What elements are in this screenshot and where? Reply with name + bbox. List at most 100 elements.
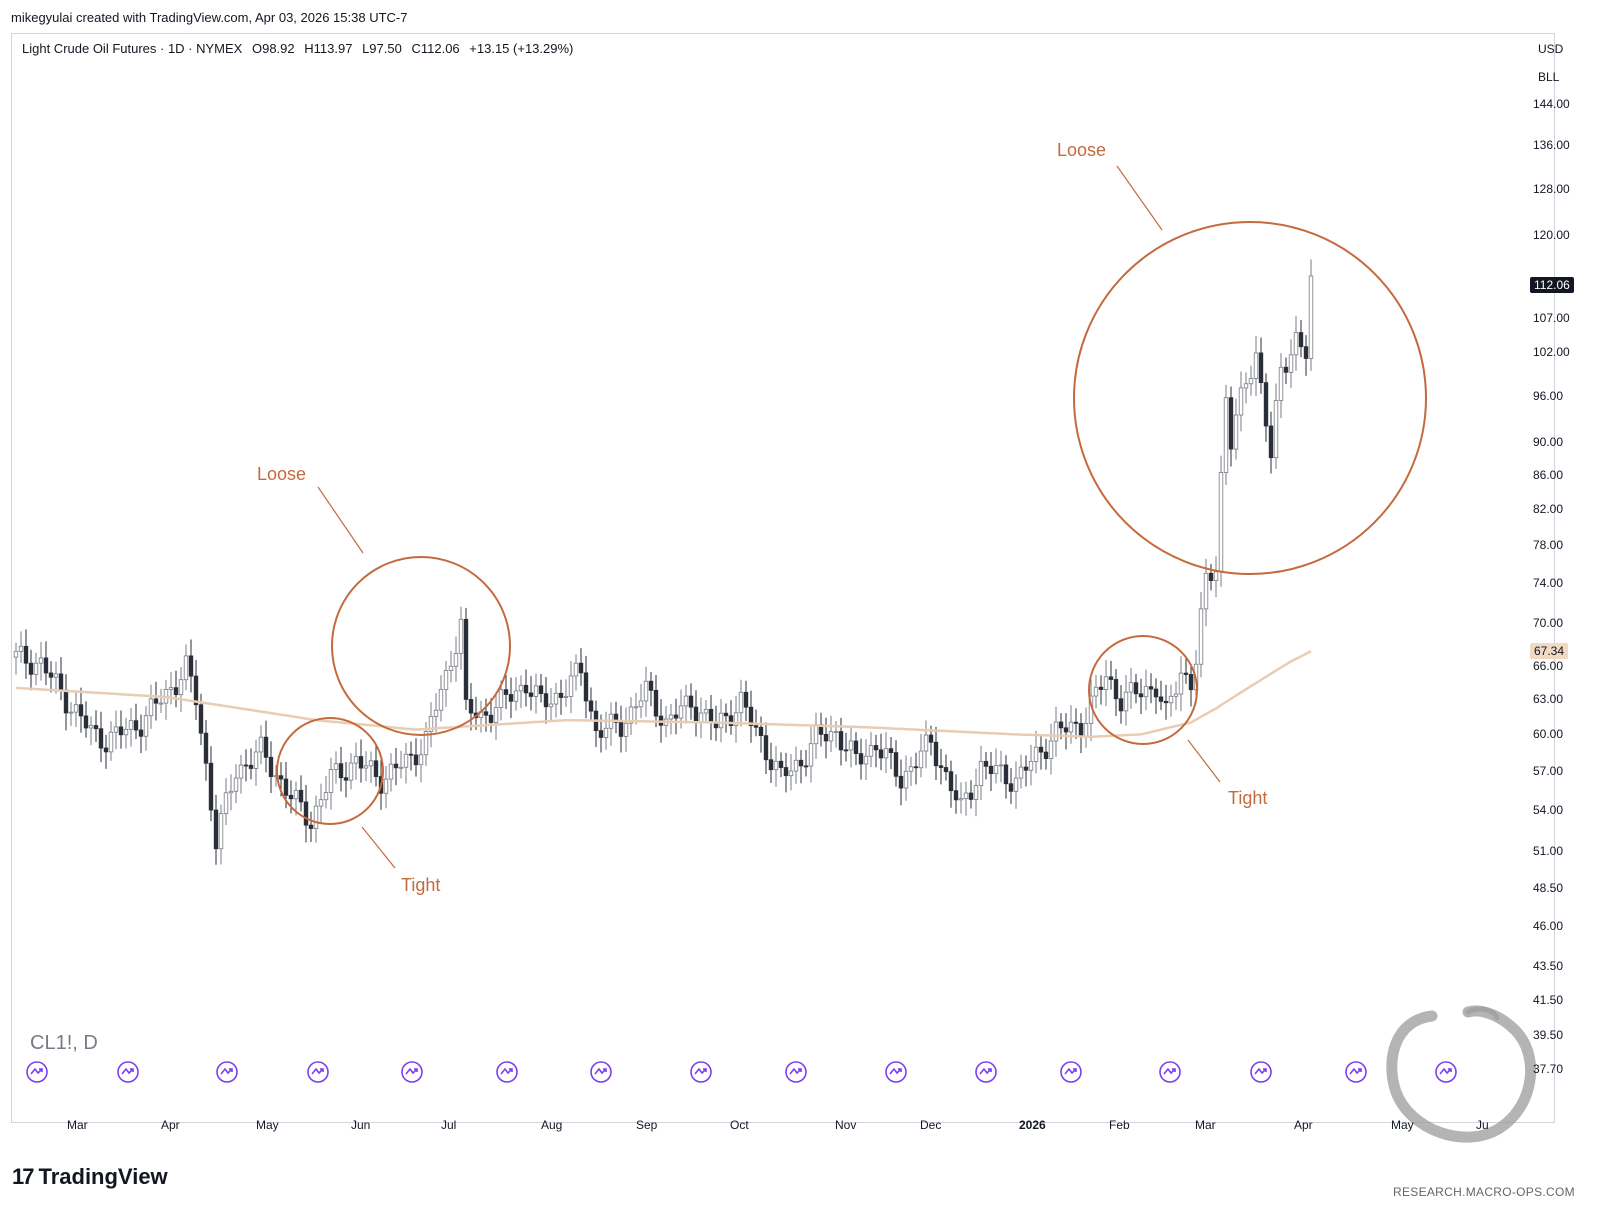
- candle-body: [848, 740, 854, 751]
- candle-body: [1283, 366, 1289, 373]
- events-arrow-icon: [26, 1061, 48, 1083]
- candle-body: [133, 720, 139, 731]
- annotation-tight-1-circle: [276, 717, 384, 825]
- candle-body: [893, 752, 899, 777]
- candle-body: [613, 713, 619, 723]
- candle-body: [408, 753, 414, 756]
- y-tick-label: 37.70: [1533, 1062, 1564, 1076]
- candle-body: [823, 733, 829, 742]
- candle-body: [188, 655, 194, 677]
- candle-body: [1303, 346, 1309, 359]
- x-tick-label: 2026: [1019, 1118, 1046, 1132]
- y-tick-label: 60.00: [1533, 727, 1564, 742]
- candle-body: [623, 722, 629, 737]
- candle-body: [313, 805, 319, 829]
- candle-body: [248, 764, 254, 769]
- candle-body: [233, 777, 239, 792]
- candle-body: [223, 792, 229, 815]
- candle-body: [878, 749, 884, 759]
- candle-body: [1288, 354, 1294, 373]
- candle-body: [103, 747, 109, 753]
- candle-body: [798, 759, 804, 767]
- candle-body: [18, 645, 24, 652]
- unit-label[interactable]: BLL: [1538, 70, 1560, 84]
- candle-body: [533, 685, 539, 697]
- x-tick-label: Apr: [161, 1118, 180, 1132]
- x-tick-label: Apr: [1294, 1118, 1313, 1132]
- candle-body: [733, 712, 739, 727]
- candle-body: [688, 695, 694, 708]
- candle-body: [458, 618, 464, 654]
- candle-body: [468, 699, 474, 714]
- candle-body: [898, 775, 904, 789]
- candle-body: [843, 749, 849, 752]
- candle-body: [1103, 676, 1109, 690]
- candle-body: [1258, 352, 1264, 384]
- x-tick-label: May: [1391, 1118, 1414, 1132]
- tradingview-logo[interactable]: 17 TradingView: [12, 1164, 168, 1190]
- candle-body: [333, 763, 339, 770]
- candle-body: [1028, 761, 1034, 771]
- moving-average-line: [15, 650, 1312, 739]
- annotation-loose-1-pointer: [317, 486, 364, 554]
- candle-body: [373, 760, 379, 777]
- events-arrow-icon: [1060, 1061, 1082, 1083]
- events-arrow-icon: [117, 1061, 139, 1083]
- candle-body: [1078, 723, 1084, 738]
- candle-body: [398, 766, 404, 769]
- candle-body: [1048, 740, 1054, 759]
- y-tick-label: 70.00: [1533, 616, 1564, 631]
- candle-body: [43, 657, 49, 674]
- candle-body: [173, 687, 179, 696]
- candle-body: [63, 689, 69, 714]
- annotation-loose-1-circle: [331, 556, 511, 736]
- x-tick-label: Nov: [835, 1118, 857, 1132]
- y-tick-label: 51.00: [1533, 844, 1564, 859]
- candle-body: [603, 727, 609, 738]
- candle-body: [203, 732, 209, 764]
- candle-body: [1308, 275, 1314, 359]
- candle-body: [1268, 425, 1274, 459]
- candle-body: [558, 692, 564, 698]
- candle-body: [183, 655, 189, 681]
- candle-body: [968, 792, 974, 800]
- candle-body: [738, 691, 744, 714]
- candle-body: [1168, 695, 1174, 704]
- y-tick-label: 48.50: [1533, 880, 1564, 895]
- y-tick-label: 63.00: [1533, 692, 1564, 707]
- candle-body: [1038, 746, 1044, 753]
- candle-body: [13, 650, 19, 658]
- candle-body: [323, 792, 329, 801]
- candle-body: [168, 687, 174, 690]
- annotation-tight-2-circle: [1088, 635, 1198, 745]
- candle-body: [88, 725, 94, 729]
- candle-body: [1263, 382, 1269, 427]
- candle-body: [1058, 721, 1064, 729]
- candle-body: [383, 778, 389, 794]
- candle-body: [463, 618, 469, 700]
- y-tick-label: 102.00: [1533, 345, 1570, 360]
- y-tick-label: 66.00: [1533, 658, 1564, 673]
- candle-body: [1118, 698, 1124, 712]
- candle-body: [1228, 397, 1234, 450]
- chart-frame[interactable]: [11, 33, 1555, 1123]
- candle-body: [778, 760, 784, 768]
- candle-body: [483, 711, 489, 716]
- currency-label[interactable]: USD: [1538, 42, 1564, 56]
- candle-body: [1293, 332, 1299, 356]
- candle-body: [923, 734, 929, 752]
- candle-body: [73, 704, 79, 713]
- events-arrow-icon: [590, 1061, 612, 1083]
- candle-body: [858, 753, 864, 765]
- candle-body: [1208, 572, 1214, 582]
- candle-body: [1213, 571, 1219, 582]
- candle-body: [143, 715, 149, 737]
- candle-body: [698, 712, 704, 723]
- candle-body: [78, 704, 84, 717]
- candle-body: [1008, 783, 1014, 792]
- candle-body: [343, 777, 349, 781]
- annotation-loose-2-pointer: [1116, 165, 1163, 231]
- candle-body: [888, 748, 894, 754]
- candle-body: [123, 728, 129, 736]
